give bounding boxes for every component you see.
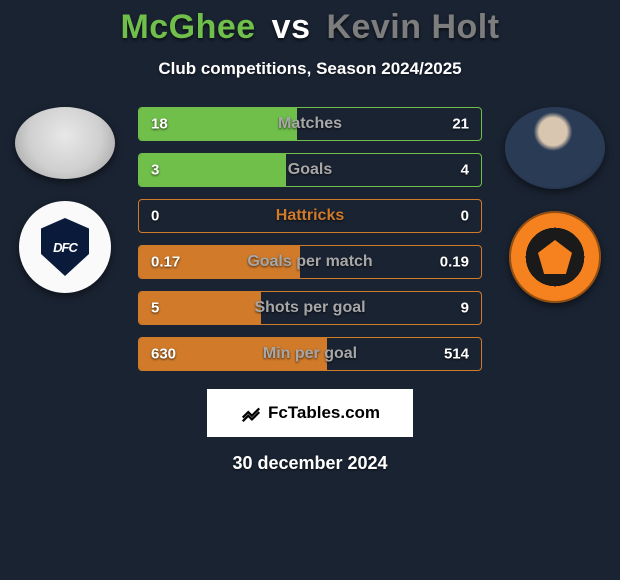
player2-name: Kevin Holt <box>326 8 499 46</box>
stat-left-value: 0.17 <box>151 254 180 271</box>
stat-row: 630 Min per goal 514 <box>138 337 482 371</box>
right-column <box>500 107 610 303</box>
stat-label: Matches <box>278 115 342 133</box>
player2-club-badge <box>509 211 601 303</box>
player1-club-badge: DFC <box>19 201 111 293</box>
stat-right-value: 9 <box>461 300 469 317</box>
stat-row: 5 Shots per goal 9 <box>138 291 482 325</box>
vs-text: vs <box>272 8 311 46</box>
attribution-text: FcTables.com <box>268 403 380 423</box>
stat-label: Shots per goal <box>254 299 365 317</box>
stat-row: 18 Matches 21 <box>138 107 482 141</box>
club-lion-icon <box>538 240 572 274</box>
player1-photo <box>15 107 115 179</box>
player1-name: McGhee <box>120 8 255 46</box>
stat-label: Goals per match <box>247 253 372 271</box>
stat-right-value: 4 <box>461 162 469 179</box>
stat-right-value: 0 <box>461 208 469 225</box>
stat-row: 0.17 Goals per match 0.19 <box>138 245 482 279</box>
main-title: McGhee vs Kevin Holt <box>0 8 620 47</box>
stat-label: Min per goal <box>263 345 357 363</box>
stat-row: 0 Hattricks 0 <box>138 199 482 233</box>
stat-left-value: 18 <box>151 116 168 133</box>
stat-label: Goals <box>288 161 332 179</box>
left-column: DFC <box>10 107 120 293</box>
club-shield-icon: DFC <box>41 218 89 276</box>
stat-right-value: 0.19 <box>440 254 469 271</box>
stat-row: 3 Goals 4 <box>138 153 482 187</box>
stat-left-value: 5 <box>151 300 159 317</box>
stat-left-value: 630 <box>151 346 176 363</box>
stat-left-value: 0 <box>151 208 159 225</box>
stat-right-value: 514 <box>444 346 469 363</box>
player2-photo <box>505 107 605 189</box>
subtitle: Club competitions, Season 2024/2025 <box>0 59 620 79</box>
attribution-badge: FcTables.com <box>207 389 413 437</box>
stat-right-value: 21 <box>452 116 469 133</box>
chart-icon <box>240 402 262 424</box>
stats-column: 18 Matches 21 3 Goals 4 0 Hattricks 0 0.17 Goals p… <box>138 107 482 371</box>
date-text: 30 december 2024 <box>0 453 620 474</box>
main-row: DFC 18 Matches 21 3 Goals 4 0 Hattricks 0 0.17 Goa… <box>0 107 620 371</box>
stat-fill <box>139 154 286 186</box>
stat-label: Hattricks <box>276 207 344 225</box>
stat-left-value: 3 <box>151 162 159 179</box>
comparison-card: McGhee vs Kevin Holt Club competitions, … <box>0 0 620 474</box>
